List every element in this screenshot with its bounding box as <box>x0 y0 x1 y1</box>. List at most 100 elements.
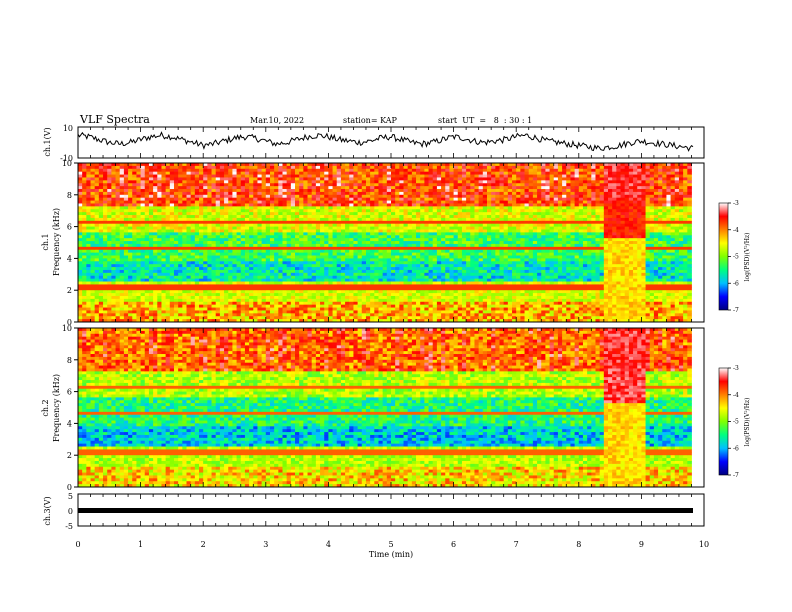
spectrogram-cell <box>282 165 288 170</box>
spectrogram-cell <box>432 278 438 282</box>
spectrogram-cell <box>190 186 196 190</box>
spectrogram-cell <box>353 212 359 216</box>
spectrogram-cell <box>194 194 200 199</box>
spectrogram-cell <box>278 241 283 245</box>
spectrogram-cell <box>303 203 308 207</box>
spectrogram-cell <box>382 298 388 303</box>
spectrogram-cell <box>253 267 258 271</box>
spectrogram-cell <box>336 261 342 265</box>
spectrogram-cell <box>148 243 154 248</box>
spectrogram-cell <box>269 209 275 213</box>
spectrogram-cell <box>265 293 271 297</box>
spectrogram-cell <box>345 295 350 300</box>
spectrogram-cell <box>203 200 208 204</box>
spectrogram-cell <box>115 284 121 288</box>
spectrogram-cell <box>274 203 279 207</box>
spectrogram-cell <box>353 319 359 323</box>
spectrogram-cell <box>144 171 150 175</box>
spectrogram-cell <box>240 183 246 187</box>
spectrogram-cell <box>265 220 271 225</box>
spectrogram-cell <box>265 281 271 285</box>
spectrogram-cell <box>324 275 329 280</box>
spectrogram-cell <box>265 180 271 184</box>
spectrogram-cell <box>416 180 421 184</box>
spectrogram-cell <box>219 209 225 213</box>
spectrogram-cell <box>178 304 183 308</box>
spectrogram-cell <box>182 163 187 167</box>
spectrogram-cell <box>307 163 313 167</box>
spectrogram-cell <box>148 238 154 242</box>
spectrogram-cell <box>244 301 250 306</box>
spectrogram-cell <box>140 191 146 196</box>
spectrogram-cell <box>370 261 375 265</box>
spectrogram-cell <box>349 301 354 306</box>
spectrogram-cell <box>382 243 388 248</box>
spectrogram-cell <box>361 180 367 184</box>
spectrogram-cell <box>86 313 91 317</box>
spectrogram-cell <box>128 171 133 175</box>
spectrogram-cell <box>203 261 208 265</box>
spectrogram-cell <box>173 220 179 225</box>
spectrogram-cell <box>424 313 429 317</box>
spectrogram-cell <box>432 217 438 222</box>
spectrogram-cell <box>403 281 409 285</box>
spectrogram-cell <box>315 298 321 303</box>
spectrogram-cell <box>153 252 158 256</box>
spectrogram-cell <box>148 189 154 193</box>
spectrogram-cell <box>374 191 379 196</box>
spectrogram-cell <box>424 278 429 282</box>
spectrogram-cell <box>391 238 396 242</box>
spectrogram-cell <box>194 168 200 173</box>
spectrogram-cell <box>215 206 221 210</box>
spectrogram-cell <box>157 243 162 248</box>
spectrogram-cell <box>324 316 329 320</box>
spectrogram-cell <box>98 186 104 190</box>
spectrogram-cell <box>299 252 304 256</box>
spectrogram-cell <box>94 267 100 271</box>
spectrogram-cell <box>132 200 137 204</box>
spectrogram-cell <box>353 186 359 190</box>
spectrogram-cell <box>286 212 292 216</box>
spectrogram-cell <box>420 272 425 277</box>
spectrogram-cell <box>249 180 254 184</box>
spectrogram-cell <box>361 163 367 167</box>
spectrogram-cell <box>94 272 100 277</box>
spectrogram-cell <box>148 307 154 311</box>
spectrogram-cell <box>282 284 288 288</box>
spectrogram-cell <box>320 186 325 190</box>
spectrogram-cell <box>295 174 300 178</box>
spectrogram-cell <box>378 310 384 314</box>
spectrogram-cell <box>265 264 271 268</box>
spectrogram-cell <box>219 278 225 282</box>
spectrogram-cell <box>157 177 162 181</box>
spectrogram-cell <box>328 281 333 285</box>
spectrogram-cell <box>361 290 367 294</box>
spectrogram-cell <box>320 235 325 239</box>
spectrogram-cell <box>274 255 279 259</box>
spectrogram-cell <box>365 200 371 204</box>
spectrogram-cell <box>265 171 271 175</box>
spectrogram-cell <box>119 290 125 294</box>
spectrogram-cell <box>315 183 321 187</box>
spectrogram-cell <box>328 223 333 227</box>
spectrogram-cell <box>190 183 196 187</box>
spectrogram-cell <box>307 287 313 291</box>
spectrogram-cell <box>345 238 350 242</box>
spectrogram-cell <box>324 284 329 288</box>
spectrogram-cell <box>199 269 204 274</box>
spectrogram-cell <box>94 278 100 282</box>
spectrogram-cell <box>365 183 371 187</box>
spectrogram-cell <box>407 183 413 187</box>
spectrogram-cell <box>307 171 313 175</box>
spectrogram-cell <box>240 316 246 320</box>
spectrogram-cell <box>299 275 304 280</box>
spectrogram-cell <box>445 287 450 291</box>
spectrogram-cell <box>378 255 384 259</box>
spectrogram-cell <box>148 241 154 245</box>
spectrogram-cell <box>86 287 91 291</box>
spectrogram-cell <box>416 241 421 245</box>
spectrogram-cell <box>290 313 296 317</box>
spectrogram-cell <box>436 298 442 303</box>
spectrogram-cell <box>173 229 179 233</box>
spectrogram-cell <box>353 252 359 256</box>
